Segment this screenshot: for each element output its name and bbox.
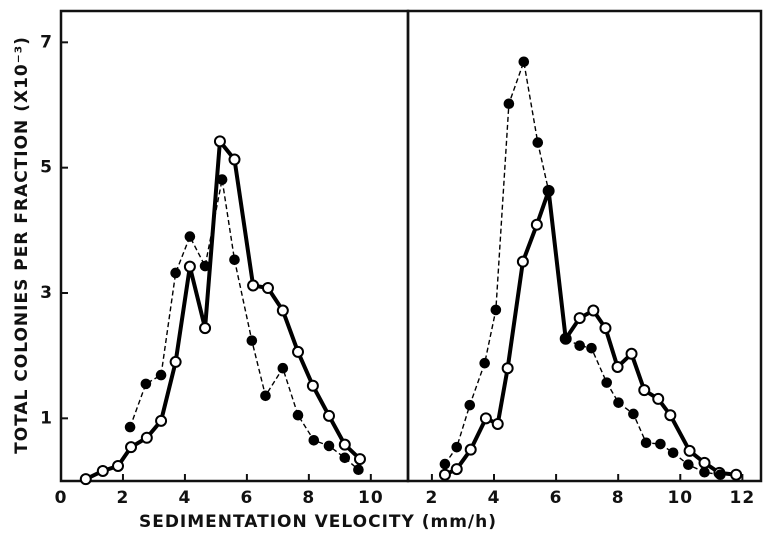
data-point xyxy=(683,459,694,471)
plot-frame xyxy=(406,9,763,483)
data-point xyxy=(611,360,624,373)
data-point xyxy=(532,137,544,148)
data-point xyxy=(450,463,463,476)
data-point xyxy=(730,468,743,481)
data-point xyxy=(246,335,258,346)
data-point xyxy=(586,342,597,354)
data-point xyxy=(213,135,226,148)
y-tick-label: 7 xyxy=(40,32,53,52)
data-point xyxy=(228,153,241,166)
data-point xyxy=(439,458,451,470)
data-point xyxy=(247,279,260,292)
data-point xyxy=(169,355,182,368)
x-tick-label: 4 xyxy=(488,488,501,508)
data-point xyxy=(560,333,572,345)
data-point xyxy=(451,441,463,453)
data-point xyxy=(308,434,320,446)
data-point xyxy=(640,437,652,449)
data-point xyxy=(184,231,196,242)
data-point xyxy=(183,260,196,273)
x-tick-label: 12 xyxy=(730,488,756,508)
y-axis-title: TOTAL COLONIES PER FRACTION (X10⁻³) xyxy=(12,36,32,454)
data-point xyxy=(530,218,543,231)
data-point xyxy=(353,464,364,476)
data-point xyxy=(601,377,612,388)
data-point xyxy=(573,312,586,325)
data-point xyxy=(338,438,351,451)
data-point xyxy=(216,174,228,185)
data-point xyxy=(503,98,515,110)
series-line xyxy=(129,178,359,471)
x-tick-label: 2 xyxy=(425,488,438,508)
series-line xyxy=(444,188,737,477)
data-point xyxy=(698,456,711,469)
data-point xyxy=(599,322,612,335)
data-point xyxy=(96,464,109,477)
data-point xyxy=(715,469,726,481)
data-point xyxy=(323,440,335,452)
y-tick-label: 1 xyxy=(40,408,53,428)
data-point xyxy=(353,453,366,466)
data-point xyxy=(339,452,351,464)
data-point xyxy=(260,390,271,402)
data-point xyxy=(261,281,274,294)
x-axis-title: SEDIMENTATION VELOCITY (mm/h) xyxy=(139,512,497,532)
y-tick-label: 5 xyxy=(40,158,53,178)
x-tick-label: 8 xyxy=(612,488,625,508)
data-point xyxy=(292,345,305,358)
data-point xyxy=(479,357,490,369)
data-point xyxy=(125,441,138,454)
x-tick-label: 2 xyxy=(117,488,130,508)
data-point xyxy=(229,254,240,266)
data-point xyxy=(464,399,476,411)
data-point xyxy=(613,397,624,408)
data-point xyxy=(683,444,696,457)
data-point xyxy=(574,340,585,351)
data-point xyxy=(199,322,212,335)
y-tick-label: 3 xyxy=(40,283,53,303)
data-point xyxy=(667,447,679,459)
data-point xyxy=(112,459,125,472)
data-point xyxy=(140,378,152,390)
data-point xyxy=(490,304,502,316)
data-point xyxy=(479,412,492,425)
x-tick-label: 10 xyxy=(358,488,384,508)
data-point xyxy=(306,379,319,392)
data-point xyxy=(277,362,289,374)
x-tick-label: 6 xyxy=(240,488,253,508)
data-point xyxy=(664,409,677,422)
data-point xyxy=(516,255,529,268)
data-point xyxy=(518,56,530,68)
plot-frame xyxy=(59,9,410,483)
data-point xyxy=(155,414,168,427)
x-tick-label: 0 xyxy=(55,488,68,508)
data-point xyxy=(199,260,211,272)
data-point xyxy=(124,421,136,433)
data-point xyxy=(170,267,181,279)
data-point xyxy=(501,362,514,375)
data-point xyxy=(276,304,289,317)
data-point xyxy=(699,466,710,478)
x-tick-label: 10 xyxy=(667,488,693,508)
data-point xyxy=(292,409,304,421)
data-point xyxy=(587,304,600,317)
data-point xyxy=(438,468,451,481)
data-point xyxy=(543,185,554,197)
data-point xyxy=(638,384,651,397)
data-point xyxy=(652,392,665,405)
data-point xyxy=(155,369,167,381)
data-point xyxy=(322,409,335,422)
data-point xyxy=(464,443,477,456)
data-point xyxy=(140,431,153,444)
x-tick-label: 6 xyxy=(550,488,563,508)
x-tick-label: 8 xyxy=(302,488,315,508)
data-point xyxy=(79,473,92,486)
data-point xyxy=(655,438,666,450)
data-point xyxy=(625,347,638,360)
data-point xyxy=(628,408,639,420)
x-tick-label: 4 xyxy=(179,488,192,508)
data-point xyxy=(491,417,504,430)
